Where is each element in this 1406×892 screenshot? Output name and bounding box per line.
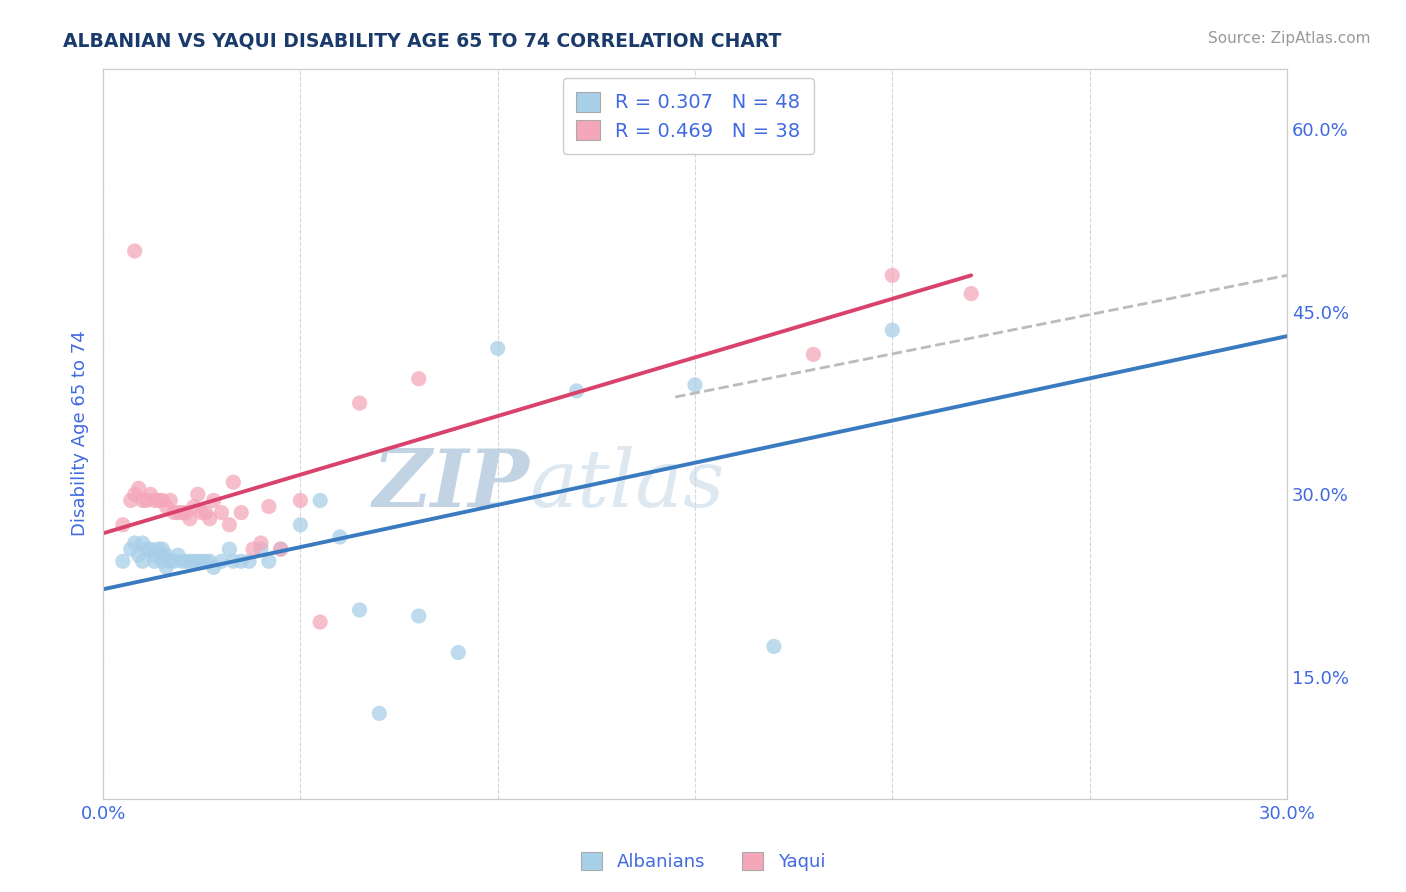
Point: [187, 554, 209, 568]
Point: [290, 517, 312, 532]
Point: [183, 554, 205, 568]
Point: [143, 493, 166, 508]
Point: [183, 500, 205, 514]
Point: [159, 554, 181, 568]
Point: [202, 493, 225, 508]
Point: [486, 342, 509, 356]
Point: [170, 554, 193, 568]
Point: [290, 493, 312, 508]
Point: [238, 554, 260, 568]
Point: [242, 542, 264, 557]
Point: [211, 506, 233, 520]
Text: atlas: atlas: [529, 446, 724, 524]
Point: [270, 542, 292, 557]
Point: [111, 554, 134, 568]
Point: [150, 554, 173, 568]
Point: [120, 493, 142, 508]
Point: [124, 487, 146, 501]
Point: [565, 384, 588, 398]
Point: [882, 323, 904, 337]
Point: [150, 542, 173, 557]
Text: ZIP: ZIP: [373, 446, 529, 524]
Point: [163, 554, 186, 568]
Point: [198, 554, 221, 568]
Point: [124, 244, 146, 258]
Point: [349, 396, 371, 410]
Point: [139, 542, 162, 557]
Point: [198, 511, 221, 525]
Point: [135, 493, 157, 508]
Point: [801, 347, 824, 361]
Point: [179, 511, 201, 525]
Point: [155, 548, 177, 562]
Point: [120, 542, 142, 557]
Point: [218, 542, 240, 557]
Point: [148, 493, 170, 508]
Point: [174, 506, 197, 520]
Point: [143, 554, 166, 568]
Point: [174, 554, 197, 568]
Point: [148, 542, 170, 557]
Point: [187, 487, 209, 501]
Point: [128, 548, 150, 562]
Point: [194, 554, 217, 568]
Point: [257, 500, 280, 514]
Point: [150, 493, 173, 508]
Point: [167, 506, 190, 520]
Point: [143, 548, 166, 562]
Point: [202, 560, 225, 574]
Point: [167, 548, 190, 562]
Point: [683, 377, 706, 392]
Point: [222, 554, 245, 568]
Point: [159, 493, 181, 508]
Point: [960, 286, 983, 301]
Y-axis label: Disability Age 65 to 74: Disability Age 65 to 74: [72, 331, 89, 536]
Point: [131, 493, 153, 508]
Point: [124, 536, 146, 550]
Point: [250, 542, 273, 557]
Point: [135, 542, 157, 557]
Point: [257, 554, 280, 568]
Point: [408, 609, 430, 624]
Point: [163, 506, 186, 520]
Text: Source: ZipAtlas.com: Source: ZipAtlas.com: [1208, 31, 1371, 46]
Point: [191, 506, 214, 520]
Point: [218, 517, 240, 532]
Point: [150, 548, 173, 562]
Point: [882, 268, 904, 283]
Point: [191, 554, 214, 568]
Point: [111, 517, 134, 532]
Point: [155, 500, 177, 514]
Point: [309, 493, 332, 508]
Point: [139, 487, 162, 501]
Point: [447, 646, 470, 660]
Point: [309, 615, 332, 629]
Point: [231, 506, 253, 520]
Point: [131, 554, 153, 568]
Point: [368, 706, 391, 721]
Point: [211, 554, 233, 568]
Point: [131, 536, 153, 550]
Point: [270, 542, 292, 557]
Point: [349, 603, 371, 617]
Point: [155, 560, 177, 574]
Legend: R = 0.307   N = 48, R = 0.469   N = 38: R = 0.307 N = 48, R = 0.469 N = 38: [562, 78, 814, 154]
Point: [250, 536, 273, 550]
Point: [170, 506, 193, 520]
Point: [128, 481, 150, 495]
Point: [231, 554, 253, 568]
Legend: Albanians, Yaqui: Albanians, Yaqui: [574, 845, 832, 879]
Point: [329, 530, 352, 544]
Text: ALBANIAN VS YAQUI DISABILITY AGE 65 TO 74 CORRELATION CHART: ALBANIAN VS YAQUI DISABILITY AGE 65 TO 7…: [63, 31, 782, 50]
Point: [408, 372, 430, 386]
Point: [222, 475, 245, 490]
Point: [762, 640, 785, 654]
Point: [179, 554, 201, 568]
Point: [194, 506, 217, 520]
